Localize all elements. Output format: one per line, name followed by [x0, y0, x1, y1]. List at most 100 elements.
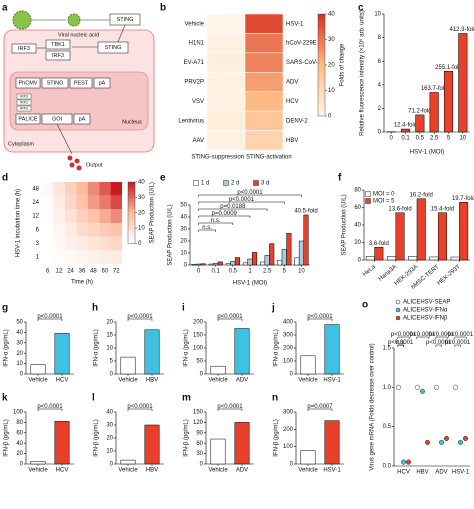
bar	[30, 364, 46, 375]
y-tick-label: 40	[16, 441, 23, 447]
column-label: 12	[56, 269, 63, 275]
annotation: p<0.0001	[37, 404, 63, 410]
legend-label: ALICEHSV-IFNα	[403, 308, 448, 314]
annotation: p<0.0001	[127, 314, 153, 320]
heatmap-cell	[42, 195, 54, 210]
bar	[191, 264, 197, 266]
bar	[200, 263, 206, 266]
bar-label: 3.6-fold	[369, 241, 389, 247]
legend-label: ALICEHSV-SEAP	[403, 300, 450, 306]
y-tick-label: 20	[180, 239, 187, 245]
heatmap-cell	[76, 236, 88, 251]
row-label: PRV2P	[184, 80, 204, 86]
panel-a: a Viral nucleic acid STING IRF3 TBK1 IRF…	[2, 3, 155, 171]
legend-swatch	[253, 180, 259, 186]
heatmap-cell	[53, 195, 65, 210]
bar	[458, 33, 468, 133]
label: pA	[79, 116, 86, 122]
heatmap-cell	[110, 223, 122, 237]
dot	[400, 459, 407, 465]
bar	[429, 92, 439, 133]
colorbar-tick-label: 20	[138, 210, 145, 216]
panel-letter: e	[160, 173, 166, 184]
arrow	[117, 24, 126, 43]
heatmap-cell	[99, 195, 111, 210]
heatmap-cell	[206, 91, 246, 112]
y-tick-label: 50	[180, 203, 187, 209]
heatmap-cell	[244, 72, 284, 92]
colorbar-tick-label: 10	[138, 226, 145, 232]
y-tick-label: 30	[196, 451, 203, 457]
bar-label: 255.1-fold	[435, 65, 462, 71]
x-tick-label: HBV	[416, 470, 428, 476]
annotation: p<0.0001	[426, 340, 452, 346]
arrow	[56, 123, 73, 155]
x-tick-label: HCV	[56, 378, 69, 384]
box	[16, 105, 32, 112]
panel-letter: a	[2, 3, 8, 14]
y-tick-label: 100	[13, 410, 24, 416]
annotation: p<0.0001	[448, 332, 474, 338]
x-tick-label: 0.5	[229, 269, 238, 275]
heatmap-cell	[110, 209, 122, 223]
bar	[365, 256, 375, 261]
annotation: p<0.0001	[410, 332, 436, 338]
label: PALICE	[18, 116, 37, 122]
bracket	[198, 194, 302, 197]
bar	[260, 261, 266, 266]
y-tick-label: 0	[290, 462, 294, 468]
colorbar-tick-label: 0	[328, 114, 332, 120]
label: IRF3	[52, 53, 64, 59]
dot	[457, 439, 464, 445]
dot	[424, 439, 431, 445]
heatmap-cell	[53, 209, 65, 223]
y-tick-label: 60	[196, 441, 203, 447]
colorbar-tick-label: 40	[328, 12, 335, 18]
heatmap-cell	[206, 110, 246, 131]
dot	[419, 388, 426, 394]
x-tick-label: HBV	[146, 378, 158, 384]
annotation: p<0.0001	[217, 314, 243, 320]
bar	[234, 328, 250, 375]
heatmap-cell	[53, 236, 65, 251]
annotation: p<0.0001	[217, 404, 243, 410]
x-tick-label: Vehicle	[298, 468, 318, 474]
heatmap-cell	[110, 236, 122, 251]
row-label: 6	[36, 227, 40, 233]
y-tick-label: 0	[20, 462, 24, 468]
label: TBK1	[51, 42, 65, 48]
y-tick-label: 0	[378, 130, 382, 136]
y-tick-label: 0	[20, 372, 24, 378]
y-axis-label: Virus gene mRNA (Folds decrease over con…	[370, 343, 376, 470]
box	[45, 39, 71, 50]
x-tick-label: ADV	[236, 378, 248, 384]
x-tick-label: HSV-1	[452, 470, 470, 476]
bracket	[198, 215, 251, 218]
y-tick-label: 40	[180, 215, 187, 221]
bar	[269, 243, 275, 266]
bar	[144, 329, 160, 375]
x-tick-label: HBV	[146, 468, 158, 474]
x-tick-label: 2.5	[263, 269, 272, 275]
heatmap-cell	[244, 110, 284, 131]
legend-swatch	[365, 191, 371, 197]
bar	[294, 257, 300, 266]
panel-letter: d	[2, 173, 8, 184]
row-label: 12	[32, 214, 39, 220]
annotation: p<0.0001	[229, 197, 255, 203]
heatmap-cell	[76, 182, 88, 196]
row-label: hCoV-229E	[286, 41, 317, 47]
annotation: p<0.0001	[445, 340, 471, 346]
heatmap-cell	[76, 209, 88, 223]
y-tick-label: 300	[283, 410, 294, 416]
y-tick-label: 0	[110, 462, 114, 468]
heatmap-cell	[76, 223, 88, 237]
y-tick-label: 30	[106, 423, 113, 429]
heatmap-cell	[99, 223, 111, 237]
box	[16, 99, 32, 106]
y-tick-label: 1.5	[383, 346, 392, 352]
x-tick-label: HCV	[56, 468, 69, 474]
heatmap-cell	[53, 223, 65, 237]
bar	[437, 212, 447, 261]
